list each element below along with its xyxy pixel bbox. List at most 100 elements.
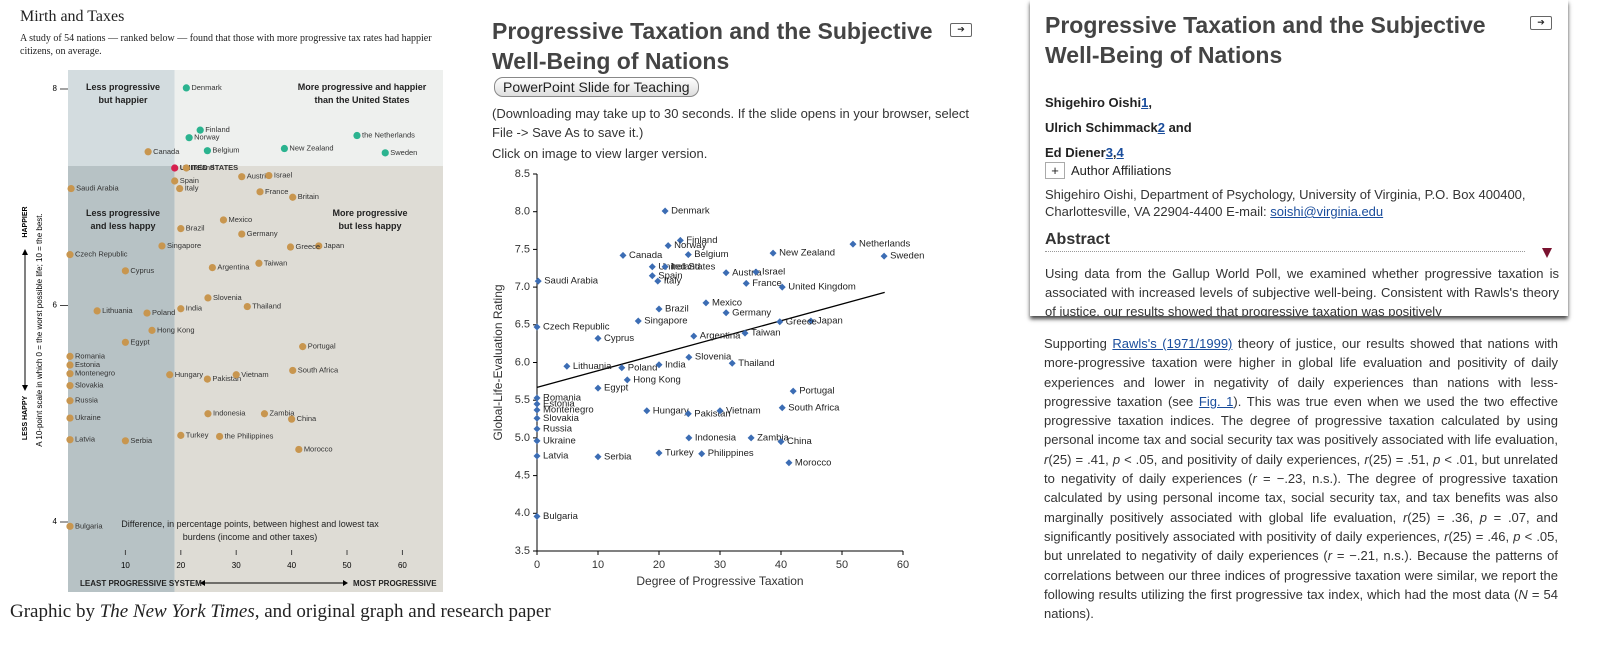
scatter-chart[interactable]: 0 10 20 30 40 50 60 3.5 4.0 4.5 5.0 5.5 6.0 6.5 7.0 7.5… [485,160,990,600]
article-body: Supporting Rawls's (1971/1999) theory of… [1044,334,1558,623]
point [776,318,784,326]
text-run: < .05, but unrelated to negativity of da… [1044,528,1559,564]
point-label: Zambia [269,409,295,418]
point [208,263,216,272]
point [66,436,74,444]
affiliation: Shigehiro Oishi, Department of Psycholog… [1045,186,1555,220]
text-run: r [1327,548,1333,564]
y-tick-label: 4.0 [515,507,530,519]
point [648,272,656,280]
x-tick-label: 40 [775,559,787,571]
point-label: Saudi Arabia [76,184,119,193]
point [563,362,571,370]
point-label: South Africa [298,365,339,374]
point-label: Brazil [665,303,689,314]
point-label: Ireland [191,163,214,172]
point [238,230,246,238]
point-label: Denmark [191,83,222,92]
marker [1542,248,1552,258]
point [698,450,706,458]
point-label: New Zealand [779,248,835,259]
quadrant [68,70,175,167]
point-label: Singapore [644,316,687,327]
point [66,370,74,378]
point-label: Turkey [186,430,209,439]
point [533,512,541,520]
point-label: Poland [152,308,175,317]
caption: Graphic by The New York Times, and origi… [10,601,551,623]
text-run: = −.21, n.s.). Because the patterns of c… [1044,548,1558,602]
abstract-heading: Abstract [1045,231,1110,248]
author: Ulrich Schimmack2 and [1045,115,1192,140]
x-tick-label: 30 [232,561,241,570]
point-label: Lithuania [573,361,612,372]
point [280,144,289,153]
link[interactable]: 1 [1141,95,1149,110]
point [381,149,389,157]
point-label: Serbia [130,436,153,445]
page-title: Progressive Taxation and the Subjective … [492,18,933,74]
text-run: = 54 nations). [1044,586,1558,622]
point-label: Serbia [604,451,632,462]
point [288,415,296,423]
x-tick-label: 50 [343,561,352,570]
point [728,359,736,367]
point-label: Sweden [390,148,417,157]
point-label: Greece [296,242,321,251]
link[interactable]: 2 [1157,120,1165,135]
point [741,329,749,337]
point-label: Cyprus [130,266,154,275]
point [690,332,698,340]
affiliations-toggle[interactable]: + Author Affiliations [1045,162,1171,179]
point-label: Taiwan [264,258,287,267]
nyt-title: Mirth and Taxes [20,8,125,25]
y-tick-label: 6.5 [515,319,530,331]
point-label: India [665,359,686,370]
button[interactable]: PowerPoint Slide for Teaching [494,77,699,97]
point-label: Austria [732,267,762,278]
point-label: France [265,187,288,196]
point [260,410,269,418]
point [299,343,307,351]
x-tick-label: 60 [897,559,909,571]
icon[interactable]: ➔ [950,23,972,37]
point [204,410,212,418]
point-label: Japan [324,241,344,250]
point-label: Germany [732,307,771,318]
link[interactable]: 3 [1105,145,1113,160]
point [752,268,760,276]
quadrant [174,70,443,167]
point-label: United States [658,261,715,272]
point-label: Indonesia [213,409,246,418]
trendline [536,291,885,389]
point-label: Latvia [75,435,96,444]
icon[interactable]: ➔ [1530,16,1552,30]
text-run: , and original graph and research paper [254,601,551,622]
point-label: Slovenia [213,293,243,302]
link[interactable]: soishi@virginia.edu [1270,204,1384,219]
point [742,279,750,287]
text-run: (25) = .36, [1407,509,1480,525]
point-label: Argentina [217,263,250,272]
x-tick-label: 20 [176,561,185,570]
x-tick-label: 50 [836,559,848,571]
point [747,434,755,442]
nyt-subtitle: A study of 54 nations — ranked below — f… [20,33,432,57]
text-run: p [1513,528,1521,544]
annotation: Difference, in percentage points, betwee… [121,519,379,542]
point [655,305,663,313]
text-run: r [1364,451,1369,467]
point-label: Estonia [543,398,575,409]
link[interactable]: Rawls's (1971/1999) [1112,336,1233,351]
point-label: Hong Kong [633,374,681,385]
link[interactable]: Fig. 1 [1198,393,1234,409]
text-run: , [1148,95,1152,110]
point-label: Pakistan [212,374,241,383]
toggle[interactable]: + [1045,162,1065,179]
point [619,251,627,259]
point [182,164,190,172]
point-label: Singapore [167,241,201,250]
link[interactable]: 4 [1116,145,1124,160]
hint: Click on image to view larger version. [492,146,708,161]
